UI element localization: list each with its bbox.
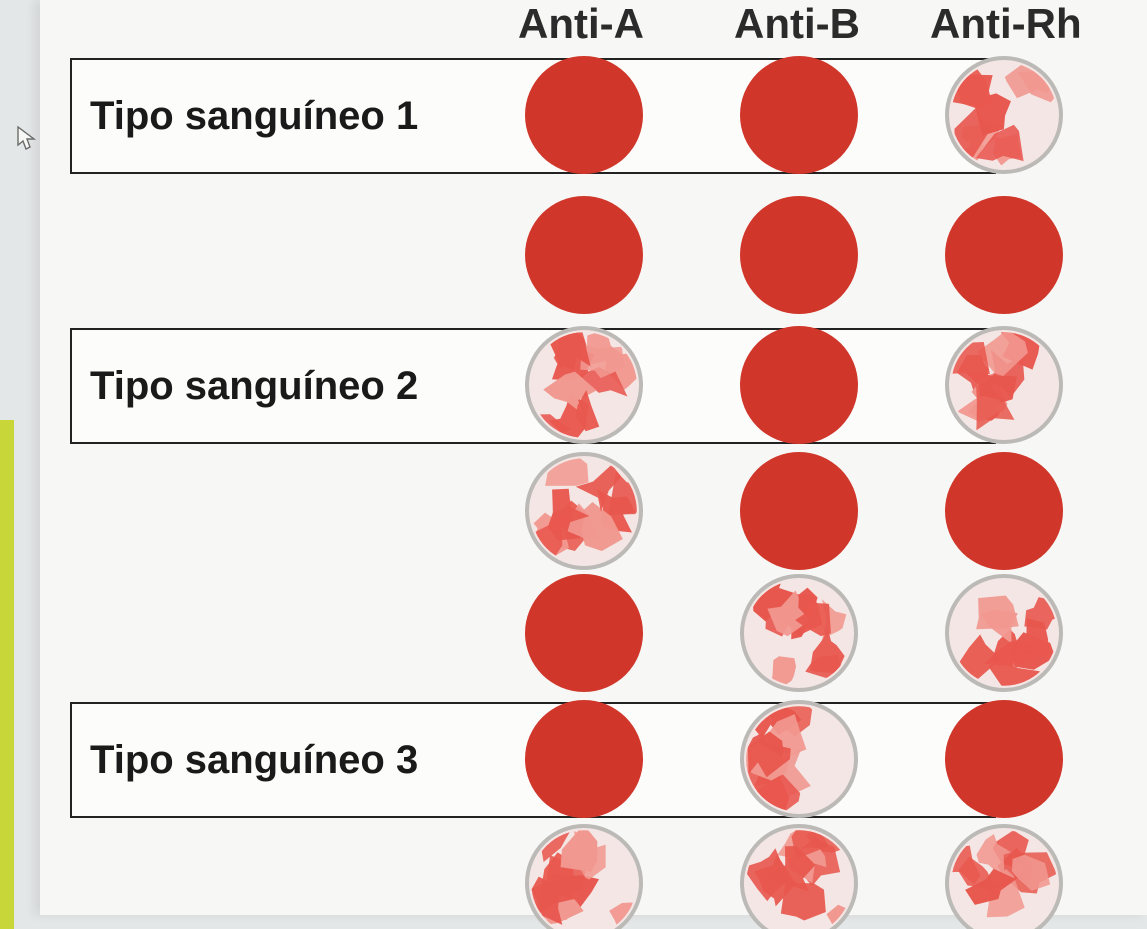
blood-sample-agglutinated	[740, 700, 858, 818]
blood-sample-solid	[525, 196, 643, 314]
blood-sample-agglutinated	[945, 326, 1063, 444]
blood-sample-agglutinated	[945, 574, 1063, 692]
row-label-3-text: Tipo sanguíneo 3	[90, 738, 418, 783]
blood-sample-agglutinated	[945, 824, 1063, 929]
blood-sample-solid	[740, 326, 858, 444]
blood-sample-solid	[740, 196, 858, 314]
column-header-anti-rh: Anti-Rh	[930, 0, 1082, 48]
column-header-anti-b: Anti-B	[734, 0, 860, 48]
blood-sample-solid	[945, 196, 1063, 314]
cursor-icon	[16, 125, 36, 151]
blood-sample-agglutinated	[525, 326, 643, 444]
blood-sample-solid	[740, 56, 858, 174]
blood-sample-agglutinated	[740, 574, 858, 692]
content-sheet: Anti-A Anti-B Anti-Rh Tipo sanguíneo 1 T…	[40, 0, 1147, 915]
blood-sample-solid	[945, 452, 1063, 570]
blood-sample-solid	[740, 452, 858, 570]
row-label-2-text: Tipo sanguíneo 2	[90, 364, 418, 409]
blood-sample-agglutinated	[525, 824, 643, 929]
blood-sample-agglutinated	[740, 824, 858, 929]
blood-sample-agglutinated	[525, 452, 643, 570]
blood-sample-agglutinated	[945, 56, 1063, 174]
blood-sample-solid	[525, 56, 643, 174]
blood-sample-solid	[525, 700, 643, 818]
blood-sample-solid	[945, 700, 1063, 818]
left-color-strip	[0, 420, 14, 929]
row-label-1-text: Tipo sanguíneo 1	[90, 94, 418, 139]
column-header-anti-a: Anti-A	[518, 0, 644, 48]
blood-sample-solid	[525, 574, 643, 692]
